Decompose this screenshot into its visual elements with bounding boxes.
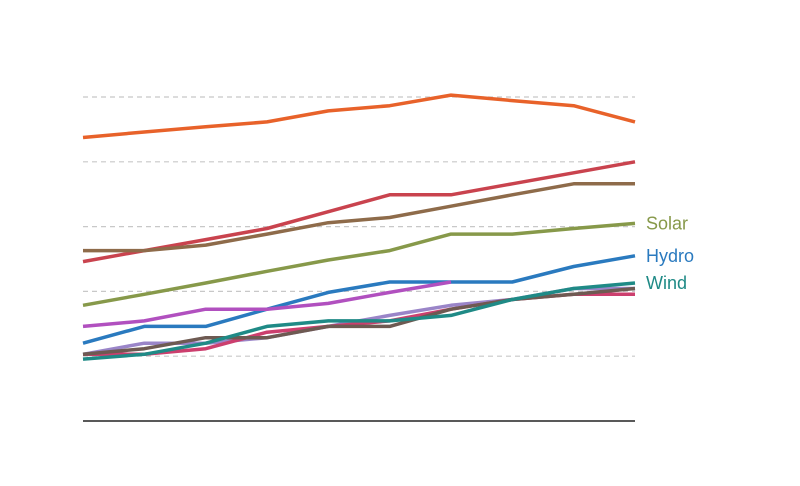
- series-line-1: [82, 160, 636, 264]
- gridlines: [83, 96, 635, 357]
- series-line-3: [82, 221, 636, 308]
- series-line-8: [82, 286, 636, 357]
- series-label-wind: Wind: [646, 273, 687, 293]
- series-label-hydro: Hydro: [646, 246, 694, 266]
- series-line-2: [83, 182, 635, 253]
- series-line-9: [82, 281, 636, 361]
- series-lines: [82, 93, 636, 361]
- series-line-5: [82, 280, 452, 329]
- series-labels: Solar Hydro Wind: [646, 213, 694, 293]
- series-line-4: [82, 254, 636, 345]
- series-label-solar: Solar: [646, 213, 688, 233]
- series-line-0: [82, 93, 636, 140]
